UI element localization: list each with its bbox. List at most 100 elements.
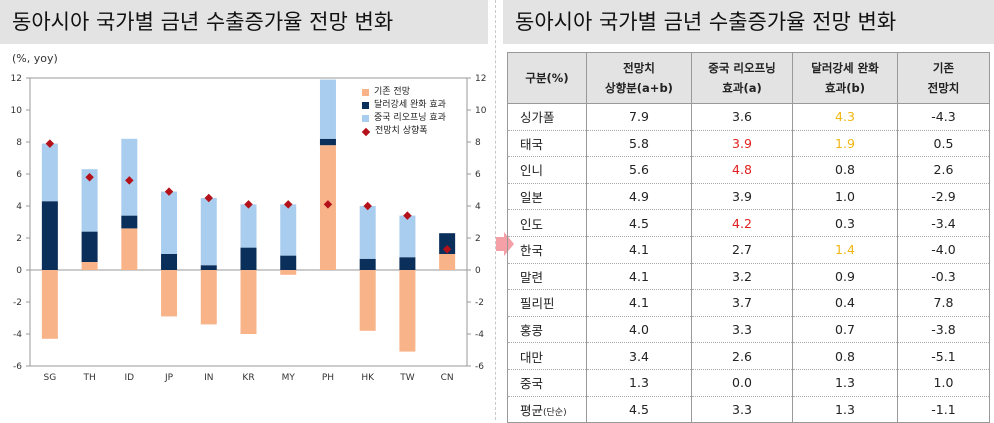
cell-country: 태국: [507, 130, 587, 158]
cell-base-forecast: -0.3: [897, 263, 990, 291]
cell-upward: 3.4: [586, 342, 692, 370]
bar-china-ph: [319, 79, 336, 139]
cell-china-effect: 3.6: [691, 103, 793, 131]
y-tick-label-left: 2: [16, 234, 22, 244]
y-tick-label-right: -2: [475, 298, 484, 308]
bar-usd-th: [81, 231, 98, 262]
pointer-arrow-icon: [496, 232, 514, 256]
x-tick-label: TW: [399, 373, 414, 383]
cell-upward: 5.6: [586, 156, 692, 184]
table-row: 한국 4.1 2.7 1.4 -4.0: [507, 236, 990, 264]
marker-total-cn: [442, 244, 452, 254]
chart-markers: [45, 139, 452, 254]
legend-label-usd: 달러강세 완화 효과: [374, 100, 446, 110]
x-tick-label: CN: [441, 373, 454, 383]
cell-usd-effect: 0.7: [792, 316, 898, 344]
table-row: 말련 4.1 3.2 0.9 -0.3: [507, 263, 990, 291]
cell-usd-effect: 0.8: [792, 342, 898, 370]
plot-frame: [29, 77, 468, 367]
cell-base-forecast: -2.9: [897, 183, 990, 211]
cell-upward: 4.1: [586, 263, 692, 291]
bar-usd-in: [200, 265, 217, 270]
y-tick-label-left: -6: [13, 362, 22, 372]
cell-china-effect: 3.7: [691, 289, 793, 317]
y-tick-label-right: 10: [475, 106, 487, 116]
cell-country: 인도: [507, 209, 587, 237]
legend-label-total: 전망치 상향폭: [375, 126, 428, 136]
cell-usd-effect: 1.0: [792, 183, 898, 211]
cell-base-forecast: -3.4: [897, 209, 990, 237]
bar-usd-hk: [359, 258, 376, 270]
header-category: 구분(%): [507, 52, 587, 104]
cell-country: 중국: [507, 369, 587, 397]
marker-total-my: [283, 200, 293, 209]
table-panel-title: 동아시아 국가별 금년 수출증가율 전망 변화: [503, 0, 994, 44]
cell-china-effect: 2.7: [691, 236, 793, 264]
bar-usd-tw: [399, 257, 416, 270]
bar-base-hk: [359, 270, 376, 331]
cell-upward: 4.5: [586, 396, 692, 423]
y-tick-label-left: 12: [11, 74, 22, 84]
table-row: 대만 3.4 2.6 0.8 -5.1: [507, 342, 990, 370]
cell-country: 평균(단순): [507, 396, 587, 423]
y-tick-label-left: 6: [16, 170, 22, 180]
marker-total-id: [125, 176, 134, 185]
cell-country: 일본: [507, 183, 587, 211]
cell-upward: 4.9: [586, 183, 692, 211]
y-tick-label-left: 8: [16, 138, 22, 148]
marker-total-th: [85, 172, 94, 182]
cell-usd-effect: 4.3: [792, 103, 898, 131]
cell-china-effect: 3.3: [691, 316, 793, 344]
x-tick-label: ID: [125, 373, 135, 383]
cell-usd-effect: 0.9: [792, 263, 898, 291]
cell-country: 홍콩: [507, 316, 587, 344]
header-usd-effect: 달러강세 완화 효과(b): [792, 52, 898, 104]
legend-swatch-base: [362, 89, 369, 96]
cell-china-effect: 3.3: [691, 396, 793, 423]
y-tick-label-left: 0: [16, 266, 22, 276]
x-tick-label: HK: [361, 373, 375, 383]
forecast-table: 구분(%) 전망치 상향분(a+b) 중국 리오프닝 효과(a) 달러강세 완화 효과…: [507, 52, 990, 423]
bar-usd-sg: [41, 201, 58, 270]
bar-china-th: [81, 169, 98, 232]
cell-upward: 7.9: [586, 103, 692, 131]
legend-label-china: 중국 리오프닝 효과: [374, 113, 446, 123]
chart-bars: [41, 79, 456, 352]
table-header-row: 구분(%) 전망치 상향분(a+b) 중국 리오프닝 효과(a) 달러강세 완화 효과…: [507, 52, 990, 104]
cell-china-effect: 3.2: [691, 263, 793, 291]
bar-base-my: [280, 270, 297, 275]
cell-upward: 4.0: [586, 316, 692, 344]
y-tick-label-right: 4: [475, 202, 481, 212]
header-china-effect: 중국 리오프닝 효과(a): [691, 52, 793, 104]
cell-usd-effect: 1.3: [792, 396, 898, 423]
legend-swatch-usd: [362, 102, 369, 109]
bar-china-in: [200, 198, 217, 266]
y-tick-label-left: -4: [13, 330, 22, 340]
y-tick-label-right: 2: [475, 234, 481, 244]
bar-base-id: [121, 228, 138, 270]
chart-axes: -6 -6 -4 -4 -2 -2 0 0 2 2 4 4 6 6 8 8 10 10 12 12 SG TH ID JP IN…: [11, 74, 487, 383]
x-tick-label: MY: [282, 373, 296, 383]
cell-usd-effect: 0.8: [792, 156, 898, 184]
marker-total-sg: [45, 139, 55, 148]
legend-item-total: 전망치 상향폭: [361, 125, 446, 138]
cell-upward: 4.1: [586, 289, 692, 317]
y-tick-label-right: 12: [475, 74, 486, 84]
y-tick-label-left: 4: [16, 202, 22, 212]
bar-china-sg: [41, 143, 58, 202]
cell-country: 대만: [507, 342, 587, 370]
table-row: 중국 1.3 0.0 1.3 1.0: [507, 369, 990, 397]
table-row: 홍콩 4.0 3.3 0.7 -3.8: [507, 316, 990, 344]
cell-base-forecast: 7.8: [897, 289, 990, 317]
cell-base-forecast: 1.0: [897, 369, 990, 397]
header-base-forecast: 기존 전망치: [897, 52, 990, 104]
cell-usd-effect: 0.3: [792, 209, 898, 237]
table-row: 일본 4.9 3.9 1.0 -2.9: [507, 183, 990, 211]
x-tick-label: TH: [82, 373, 95, 383]
legend-item-usd: 달러강세 완화 효과: [362, 99, 446, 112]
bar-china-hk: [359, 206, 376, 259]
cell-base-forecast: -4.3: [897, 103, 990, 131]
cell-base-forecast: -1.1: [897, 396, 990, 423]
chart-panel-title: 동아시아 국가별 금년 수출증가율 전망 변화: [0, 0, 488, 44]
y-tick-label-left: -2: [13, 298, 22, 308]
